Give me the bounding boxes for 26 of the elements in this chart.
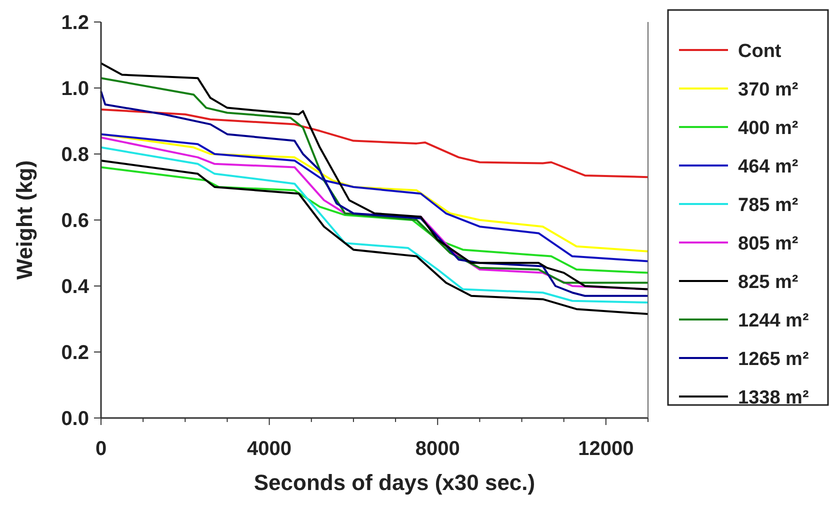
line-series [100, 166, 649, 274]
x-tick-label: 4000 [247, 438, 292, 460]
legend-label: 785 m² [738, 195, 798, 216]
x-tick-label: 0 [95, 438, 107, 460]
legend-label: 1265 m² [738, 349, 809, 370]
y-axis-title: Weight (kg) [12, 160, 37, 280]
y-tick-label: 1.2 [61, 12, 89, 34]
legend-label: 805 m² [738, 234, 798, 254]
legend-label: Cont [738, 41, 782, 62]
line-series [100, 160, 649, 316]
line-series [100, 108, 649, 178]
y-tick-label: 0.2 [61, 342, 89, 364]
legend-label: 400 m² [738, 118, 798, 139]
legend-label: 1338 m² [738, 388, 809, 408]
x-axis-title: Seconds of days (x30 sec.) [254, 470, 536, 495]
y-tick-label: 0.8 [61, 144, 89, 166]
y-tick-label: 0.0 [61, 408, 89, 430]
y-tick-label: 0.6 [61, 210, 89, 232]
y-tick-label: 0.4 [61, 276, 90, 298]
legend-label: 464 m² [738, 156, 798, 178]
legend-label: 825 m² [738, 272, 798, 293]
x-tick-label: 8000 [415, 438, 460, 460]
x-tick-label: 12000 [578, 438, 634, 460]
legend-label: 1244 m² [738, 310, 809, 332]
legend-label: 370 m² [738, 80, 798, 100]
y-tick-label: 1.0 [61, 78, 89, 100]
